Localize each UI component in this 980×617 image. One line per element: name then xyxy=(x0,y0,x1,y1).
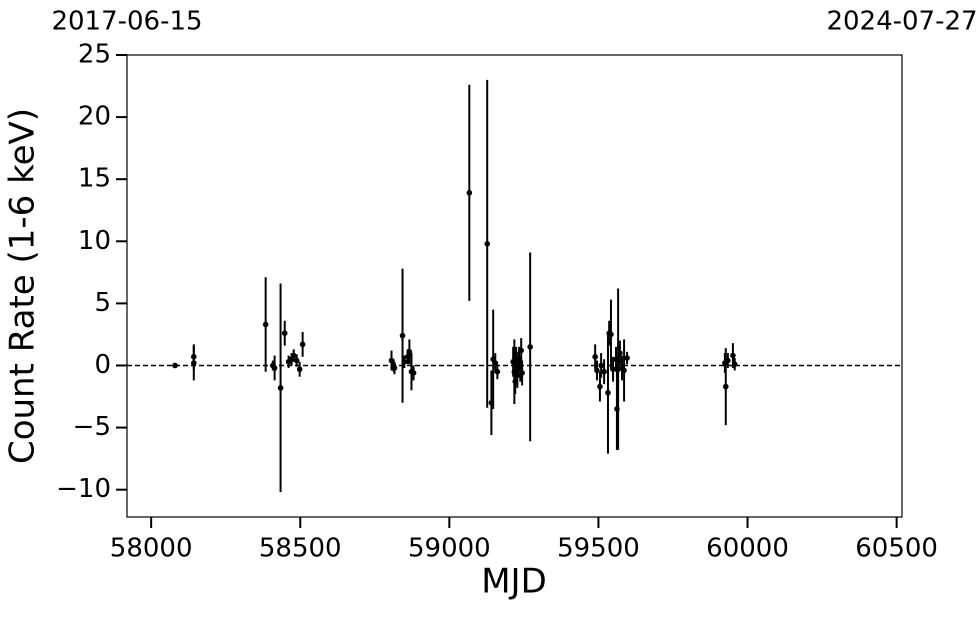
data-point xyxy=(271,365,278,371)
data-point xyxy=(601,368,607,375)
data-point xyxy=(293,357,300,364)
data-point xyxy=(299,341,306,348)
data-point xyxy=(410,370,417,376)
data-point xyxy=(608,331,614,338)
data-point xyxy=(466,190,473,196)
data-point xyxy=(519,370,525,376)
data-point xyxy=(598,362,604,369)
y-tick-label: 15 xyxy=(78,164,111,194)
y-tick-label: 20 xyxy=(78,102,111,132)
data-point xyxy=(262,321,269,328)
data-point xyxy=(617,350,623,356)
x-tick-label: 60000 xyxy=(706,534,789,564)
y-tick-label: 0 xyxy=(94,350,111,380)
y-tick-label: 5 xyxy=(94,288,111,318)
data-point xyxy=(391,365,398,371)
y-axis-label: Count Rate (1-6 keV) xyxy=(3,108,43,464)
y-tick-label: 10 xyxy=(78,226,111,256)
top-tick-label: 2017-06-15 xyxy=(51,7,202,37)
data-point xyxy=(725,357,731,364)
y-tick-label: 25 xyxy=(78,40,111,70)
x-tick-label: 60500 xyxy=(855,534,938,564)
data-point xyxy=(172,362,178,369)
data-point xyxy=(722,383,729,390)
plot-frame xyxy=(126,54,903,518)
data-point xyxy=(594,367,600,374)
data-point xyxy=(290,352,297,359)
data-point xyxy=(621,367,627,374)
data-point xyxy=(605,390,611,396)
data-point xyxy=(527,344,533,350)
y-tick-label: −5 xyxy=(73,412,111,442)
data-point xyxy=(296,366,303,373)
top-tick-label: 2024-07-27 xyxy=(826,7,977,37)
x-tick-label: 59000 xyxy=(408,534,491,564)
data-point xyxy=(624,355,630,361)
y-tick-label: −10 xyxy=(56,474,111,504)
x-axis-label: MJD xyxy=(481,562,547,602)
data-point xyxy=(401,358,408,365)
data-point xyxy=(518,347,525,354)
data-point xyxy=(494,368,501,375)
x-tick-label: 58000 xyxy=(110,534,193,564)
data-point xyxy=(281,330,288,336)
data-point xyxy=(484,240,491,247)
data-point xyxy=(597,383,603,390)
data-point xyxy=(190,360,197,366)
x-tick-label: 59500 xyxy=(557,534,640,564)
data-point xyxy=(592,353,598,360)
data-point xyxy=(730,352,736,359)
data-point xyxy=(731,361,738,368)
data-point xyxy=(610,366,616,373)
data-point xyxy=(277,385,284,391)
data-point xyxy=(399,332,406,339)
x-tick-label: 58500 xyxy=(259,534,342,564)
